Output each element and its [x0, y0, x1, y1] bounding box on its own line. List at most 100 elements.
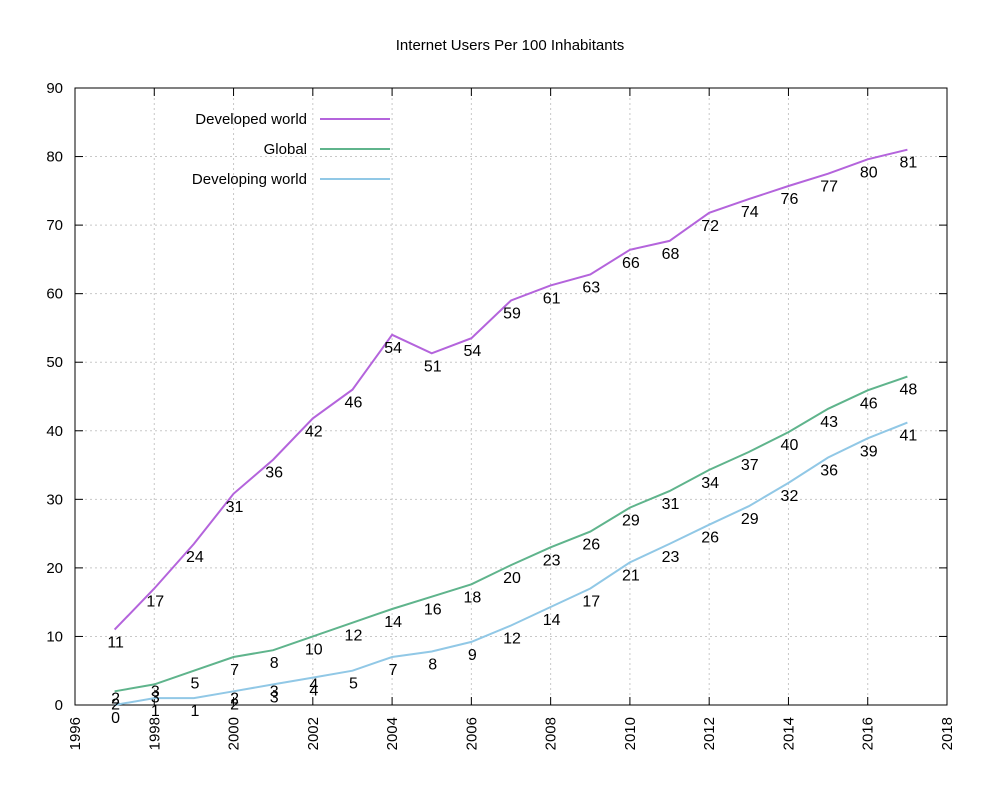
data-label: 3 — [270, 683, 279, 700]
data-label: 9 — [468, 647, 477, 664]
data-label: 14 — [384, 614, 402, 631]
data-label: 54 — [384, 340, 402, 357]
legend-label: Global — [264, 141, 307, 158]
series-line-2 — [114, 421, 908, 706]
data-label: 31 — [662, 496, 680, 513]
x-tick-label: 2002 — [305, 717, 322, 750]
data-label: 46 — [860, 395, 878, 412]
data-label: 31 — [226, 499, 244, 516]
x-tick-label: 2012 — [701, 717, 718, 750]
data-label: 12 — [345, 628, 363, 645]
series-line-0 — [113, 148, 908, 631]
data-labels: 1117243136424654515459616366687274767780… — [107, 155, 917, 727]
y-tick-label: 90 — [46, 80, 63, 97]
data-label: 51 — [424, 358, 442, 375]
legend-label: Developing world — [192, 171, 307, 188]
data-label: 20 — [503, 570, 521, 587]
data-label: 7 — [230, 662, 239, 679]
data-label: 4 — [309, 677, 318, 694]
data-label: 2 — [111, 696, 120, 713]
data-label: 17 — [146, 593, 164, 610]
y-tick-label: 80 — [46, 149, 63, 166]
x-tick-label: 1998 — [146, 717, 163, 750]
data-label: 10 — [305, 641, 323, 658]
data-label: 54 — [463, 343, 481, 360]
data-label: 3 — [270, 689, 279, 706]
data-label: 74 — [741, 204, 759, 221]
data-label: 77 — [820, 179, 838, 196]
legend: Developed world Global Developing world — [192, 111, 390, 188]
y-tick-label: 40 — [46, 423, 63, 440]
x-tick-label: 2018 — [939, 717, 956, 750]
data-label: 23 — [543, 552, 561, 569]
data-label: 68 — [662, 246, 680, 263]
data-label: 66 — [622, 255, 640, 272]
plot-frame — [74, 87, 948, 706]
data-label: 72 — [701, 218, 719, 235]
data-label: 80 — [860, 164, 878, 181]
chart-title: Internet Users Per 100 Inhabitants — [396, 37, 624, 54]
data-label: 36 — [820, 463, 838, 480]
data-label: 1 — [190, 703, 199, 720]
gridlines — [75, 88, 947, 705]
data-label: 43 — [820, 414, 838, 431]
data-label: 76 — [781, 191, 799, 208]
data-label: 46 — [345, 395, 363, 412]
series-lines — [113, 148, 908, 706]
data-label: 2 — [230, 696, 239, 713]
data-label: 1 — [151, 703, 160, 720]
data-label: 16 — [424, 602, 442, 619]
data-label: 3 — [151, 689, 160, 706]
data-label: 48 — [899, 382, 917, 399]
data-label: 61 — [543, 290, 561, 307]
data-label: 5 — [349, 676, 358, 693]
legend-label: Developed world — [195, 111, 307, 128]
data-label: 18 — [463, 589, 481, 606]
x-tick-label: 2016 — [860, 717, 877, 750]
data-label: 39 — [860, 443, 878, 460]
data-label: 17 — [582, 593, 600, 610]
data-label: 29 — [622, 513, 640, 530]
data-label: 11 — [107, 635, 124, 652]
data-label: 7 — [389, 662, 398, 679]
data-label: 59 — [503, 306, 521, 323]
y-tick-label: 70 — [46, 217, 63, 234]
data-label: 36 — [265, 465, 283, 482]
x-tick-label: 2000 — [226, 717, 243, 750]
data-label: 81 — [899, 155, 917, 172]
data-label: 8 — [428, 657, 437, 674]
data-label: 2 — [230, 690, 239, 707]
data-label: 40 — [781, 437, 799, 454]
data-label: 21 — [622, 567, 640, 584]
series-line-1 — [114, 375, 908, 693]
x-tick-label: 2008 — [543, 717, 560, 750]
y-tick-label: 20 — [46, 560, 63, 577]
data-label: 29 — [741, 511, 759, 528]
data-label: 41 — [899, 428, 917, 445]
data-label: 26 — [582, 537, 600, 554]
data-label: 2 — [111, 690, 120, 707]
data-label: 24 — [186, 549, 204, 566]
data-label: 14 — [543, 612, 561, 629]
y-tick-label: 30 — [46, 491, 63, 508]
x-tick-label: 2004 — [384, 717, 401, 750]
data-label: 26 — [701, 530, 719, 547]
y-tick-label: 10 — [46, 628, 63, 645]
y-tick-label: 60 — [46, 286, 63, 303]
data-label: 4 — [309, 683, 318, 700]
x-tick-label: 1996 — [67, 717, 84, 750]
x-tick-label: 2006 — [463, 717, 480, 750]
data-label: 63 — [582, 279, 600, 296]
data-label: 42 — [305, 423, 323, 440]
data-label: 12 — [503, 630, 521, 647]
x-tick-label: 2010 — [622, 717, 639, 750]
data-label: 3 — [151, 683, 160, 700]
data-label: 0 — [111, 710, 120, 727]
data-label: 34 — [701, 475, 719, 492]
y-tick-label: 0 — [55, 697, 63, 714]
data-label: 32 — [781, 488, 799, 505]
x-tick-label: 2014 — [780, 717, 797, 750]
data-label: 5 — [190, 676, 199, 693]
